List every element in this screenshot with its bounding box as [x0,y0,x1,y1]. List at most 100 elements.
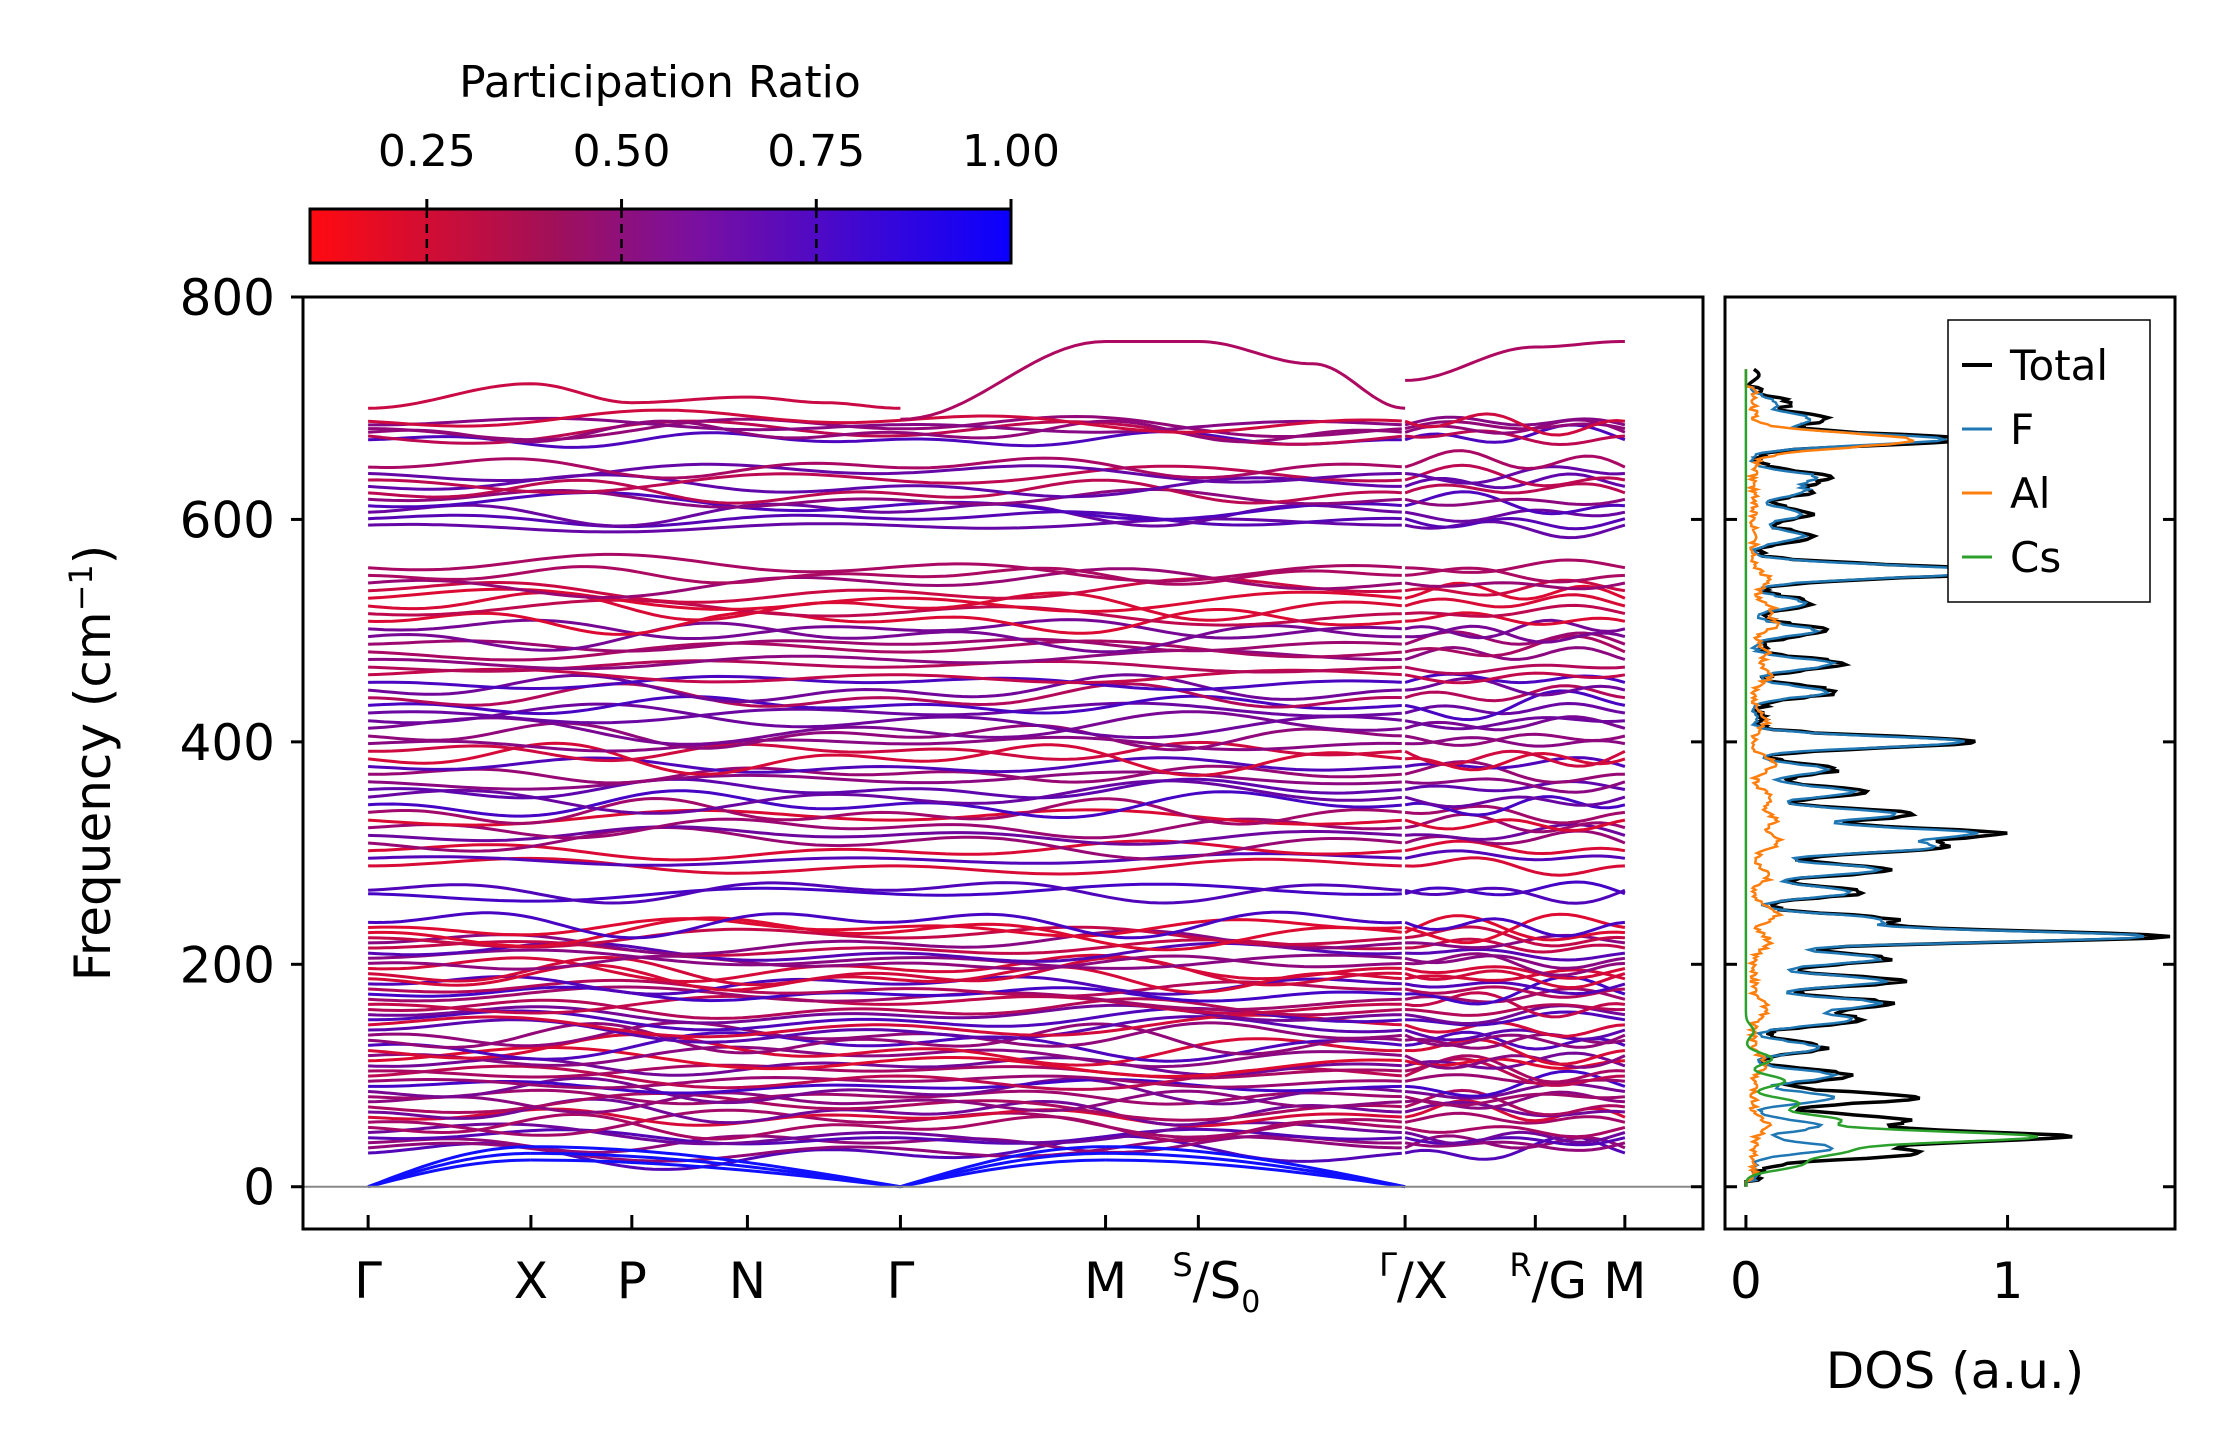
band-line [367,1033,1402,1067]
legend-label: Cs [2010,533,2061,582]
band-line [1405,603,1626,618]
band-line [368,1088,1402,1106]
band-line [1404,1033,1626,1049]
band-line [368,1127,1402,1146]
band-line [368,1108,1402,1139]
band-line [1404,917,1626,938]
band-line [368,735,1402,753]
acoustic-branch [1105,1151,1406,1189]
band-line [1405,947,1626,962]
band-line [368,770,1402,791]
band-line [1404,671,1626,685]
band-line [368,456,1402,480]
acoustic-branch [900,1158,1106,1189]
dos-frame [1723,295,2177,1231]
band-line [367,702,1402,739]
acoustic-branch [530,1145,901,1189]
legend-label: Al [2010,469,2050,518]
kpoint-label: Γ [887,1252,915,1310]
band-line [368,963,1402,994]
band-line [1404,463,1626,488]
band-line [368,1045,1402,1079]
dos-lines [1744,367,2171,1187]
acoustic-branch [530,1151,901,1189]
band-line [1404,777,1626,794]
colorbar: Participation Ratio 0.25 0.50 0.75 1.00 [308,57,1060,265]
band-line [368,659,1402,674]
kpoint-label: M [1603,1252,1646,1310]
y-tick-label: 800 [180,269,275,327]
band-line [368,462,1402,484]
band-line [1404,965,1626,980]
band-line [368,1021,1402,1048]
band-line [368,839,1402,862]
band-line [1404,985,1626,999]
colorbar-tick-label: 0.25 [378,126,476,177]
highlighted-band [900,340,1406,421]
band-line [368,674,1402,692]
band-line [368,639,1402,662]
kpoint-label: M [1084,1252,1127,1310]
dos-legend: Total F Al Cs [1947,319,2151,603]
band-line [1404,578,1626,597]
band-line [368,416,1402,434]
kpoint-ticks: Γ X P N Γ M S/S0 Γ/X R/G M [354,1215,1646,1320]
dos-series-f [1744,369,2145,1187]
band-line [1404,689,1626,722]
band-line [1404,415,1626,427]
band-line [368,414,1402,442]
band-line [1405,558,1626,574]
band-line [1405,1010,1626,1027]
legend-label: F [2010,405,2034,454]
y-tick-label: 0 [243,1159,275,1217]
band-line [1404,818,1626,832]
band-line [1404,823,1626,841]
band-line [1404,593,1626,609]
band-line [1404,1088,1626,1117]
band-line [1404,490,1625,516]
band-line [1404,969,1626,990]
band-line [1404,497,1626,507]
band-line [1405,937,1626,954]
band-line [368,502,1402,528]
band-line [1404,991,1626,1019]
band-line [1404,886,1626,905]
colorbar-ticks: 0.25 0.50 0.75 1.00 [378,126,1060,263]
band-line [368,608,1402,636]
band-line [1404,779,1626,793]
y-tick-label: 200 [180,936,275,994]
band-line [1404,634,1626,658]
band-line [367,741,1402,777]
band-line [1404,732,1626,747]
band-line [368,994,1402,1015]
band-line [367,621,1402,654]
band-line [1404,749,1626,768]
band-line [1405,933,1626,950]
band-line [1404,1092,1626,1107]
band-line [1404,663,1626,676]
band-line [1404,716,1626,731]
legend-entries: Total F Al Cs [1962,341,2108,582]
band-line [1404,465,1625,485]
dos-x-tick-label: 0 [1730,1252,1762,1310]
band-line [1405,1003,1625,1017]
band-line [368,882,1402,903]
band-line [1404,618,1626,640]
dos-x-tick-label: 1 [1992,1252,2024,1310]
dispersion-panel: 0 200 400 600 800 Γ X P N Γ M S/S0 Γ/X R/G M Frequenc… [62,269,1705,1320]
colorbar-tick-label: 1.00 [962,126,1060,177]
acoustic-branch [899,1145,1106,1189]
band-line [368,756,1402,774]
band-line [367,826,1402,861]
band-line [1404,804,1626,825]
band-line [368,491,1402,521]
band-line [1404,812,1626,834]
acoustic-branch [530,1158,901,1189]
band-line [1404,1082,1626,1100]
highlighted-band [368,382,901,410]
band-line [367,552,1402,583]
band-line [1404,611,1626,626]
band-line [368,637,1402,653]
band-line [368,789,1402,819]
